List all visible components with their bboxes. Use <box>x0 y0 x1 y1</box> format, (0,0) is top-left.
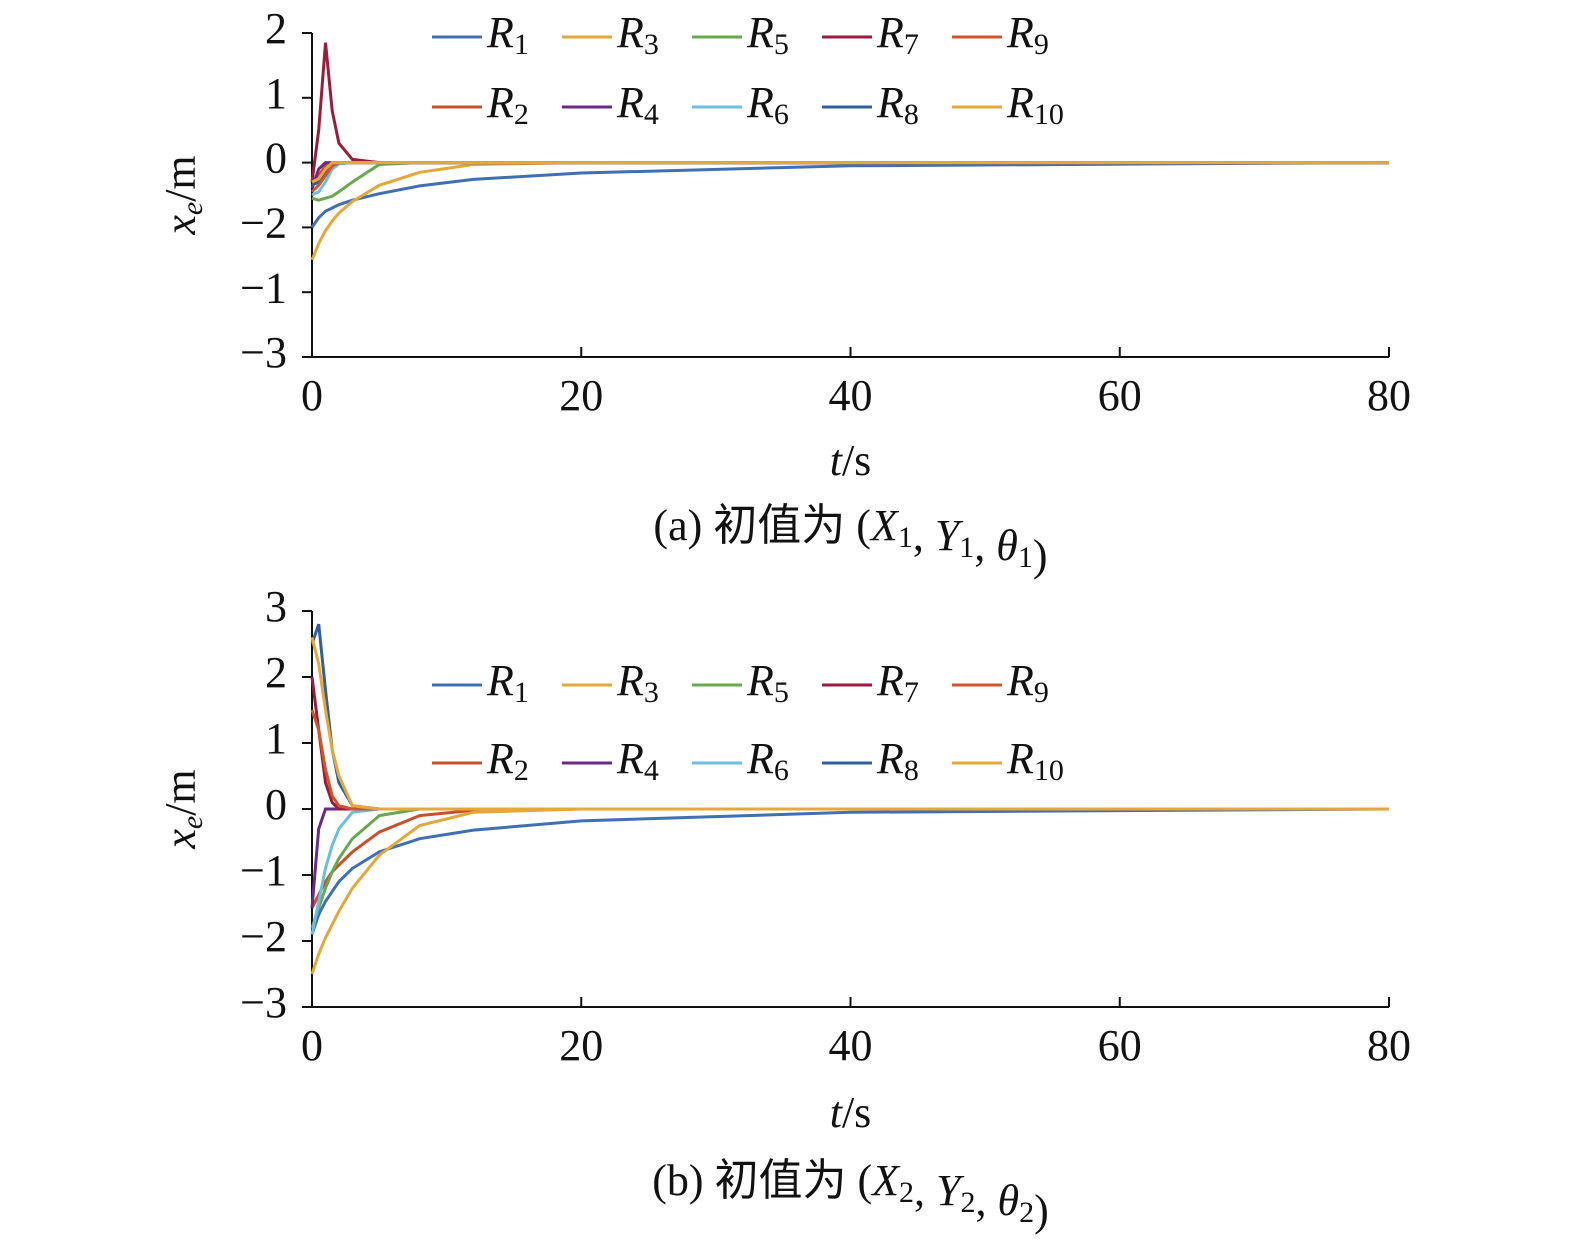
series-line <box>310 807 1389 909</box>
x-tick-label: 80 <box>1367 1021 1411 1070</box>
y-tick-label: 3 <box>265 582 287 631</box>
series-line <box>310 637 1389 811</box>
series-line <box>310 161 1389 261</box>
legend-label: R4 <box>616 734 659 787</box>
y-tick-label: −1 <box>240 263 287 312</box>
y-tick-label: 1 <box>265 69 287 118</box>
y-tick-label: 2 <box>265 4 287 53</box>
x-tick-label: 40 <box>829 1021 873 1070</box>
series-line <box>310 623 1389 811</box>
series-line <box>310 807 1389 975</box>
legend-label: R1 <box>486 656 529 709</box>
caption: (a) 初值为 (X1, Y1, θ1) <box>653 501 1047 580</box>
y-axis-label: xe/m <box>156 769 209 849</box>
x-axis-label: t/s <box>830 1088 872 1137</box>
y-tick-label: 0 <box>265 134 287 183</box>
x-tick-label: 80 <box>1367 371 1411 420</box>
y-axis-label: xe/m <box>156 155 209 235</box>
legend-label: R10 <box>1006 78 1064 131</box>
legend-label: R3 <box>616 8 659 61</box>
series-line <box>310 807 1389 935</box>
y-tick-label: −3 <box>240 978 287 1027</box>
legend-label: R8 <box>876 734 919 787</box>
y-tick-label: 0 <box>265 780 287 829</box>
series-line <box>310 161 1390 229</box>
y-tick-label: −2 <box>240 198 287 247</box>
series-line <box>310 807 1389 909</box>
legend-label: R9 <box>1006 8 1049 61</box>
legend-label: R6 <box>746 78 789 131</box>
series-line <box>310 676 1389 811</box>
legend-label: R5 <box>746 8 789 61</box>
y-tick-label: 1 <box>265 714 287 763</box>
legend-label: R4 <box>616 78 659 131</box>
x-tick-label: 0 <box>301 371 323 420</box>
x-tick-label: 60 <box>1098 371 1142 420</box>
x-tick-label: 40 <box>829 371 873 420</box>
x-tick-label: 20 <box>559 371 603 420</box>
series-line <box>311 161 1389 202</box>
legend-label: R2 <box>486 734 529 787</box>
legend-label: R2 <box>486 78 529 131</box>
legend-label: R5 <box>746 656 789 709</box>
legend-label: R9 <box>1006 656 1049 709</box>
x-tick-label: 60 <box>1098 1021 1142 1070</box>
x-tick-label: 20 <box>559 1021 603 1070</box>
legend-label: R8 <box>876 78 919 131</box>
series-line <box>310 807 1390 935</box>
x-tick-label: 0 <box>301 1021 323 1070</box>
legend-label: R7 <box>876 656 919 709</box>
legend-label: R6 <box>746 734 789 787</box>
legend-label: R1 <box>486 8 529 61</box>
series-line <box>310 709 1389 811</box>
series-line <box>310 807 1389 929</box>
y-tick-label: −3 <box>240 328 287 377</box>
series-line <box>311 161 1389 184</box>
legend-label: R3 <box>616 656 659 709</box>
caption: (b) 初值为 (X2, Y2, θ2) <box>652 1156 1049 1235</box>
x-axis-label: t/s <box>830 436 872 485</box>
legend-label: R7 <box>876 8 919 61</box>
y-tick-label: −1 <box>240 846 287 895</box>
y-tick-label: 2 <box>265 648 287 697</box>
legend-label: R10 <box>1006 734 1064 787</box>
y-tick-label: −2 <box>240 912 287 961</box>
